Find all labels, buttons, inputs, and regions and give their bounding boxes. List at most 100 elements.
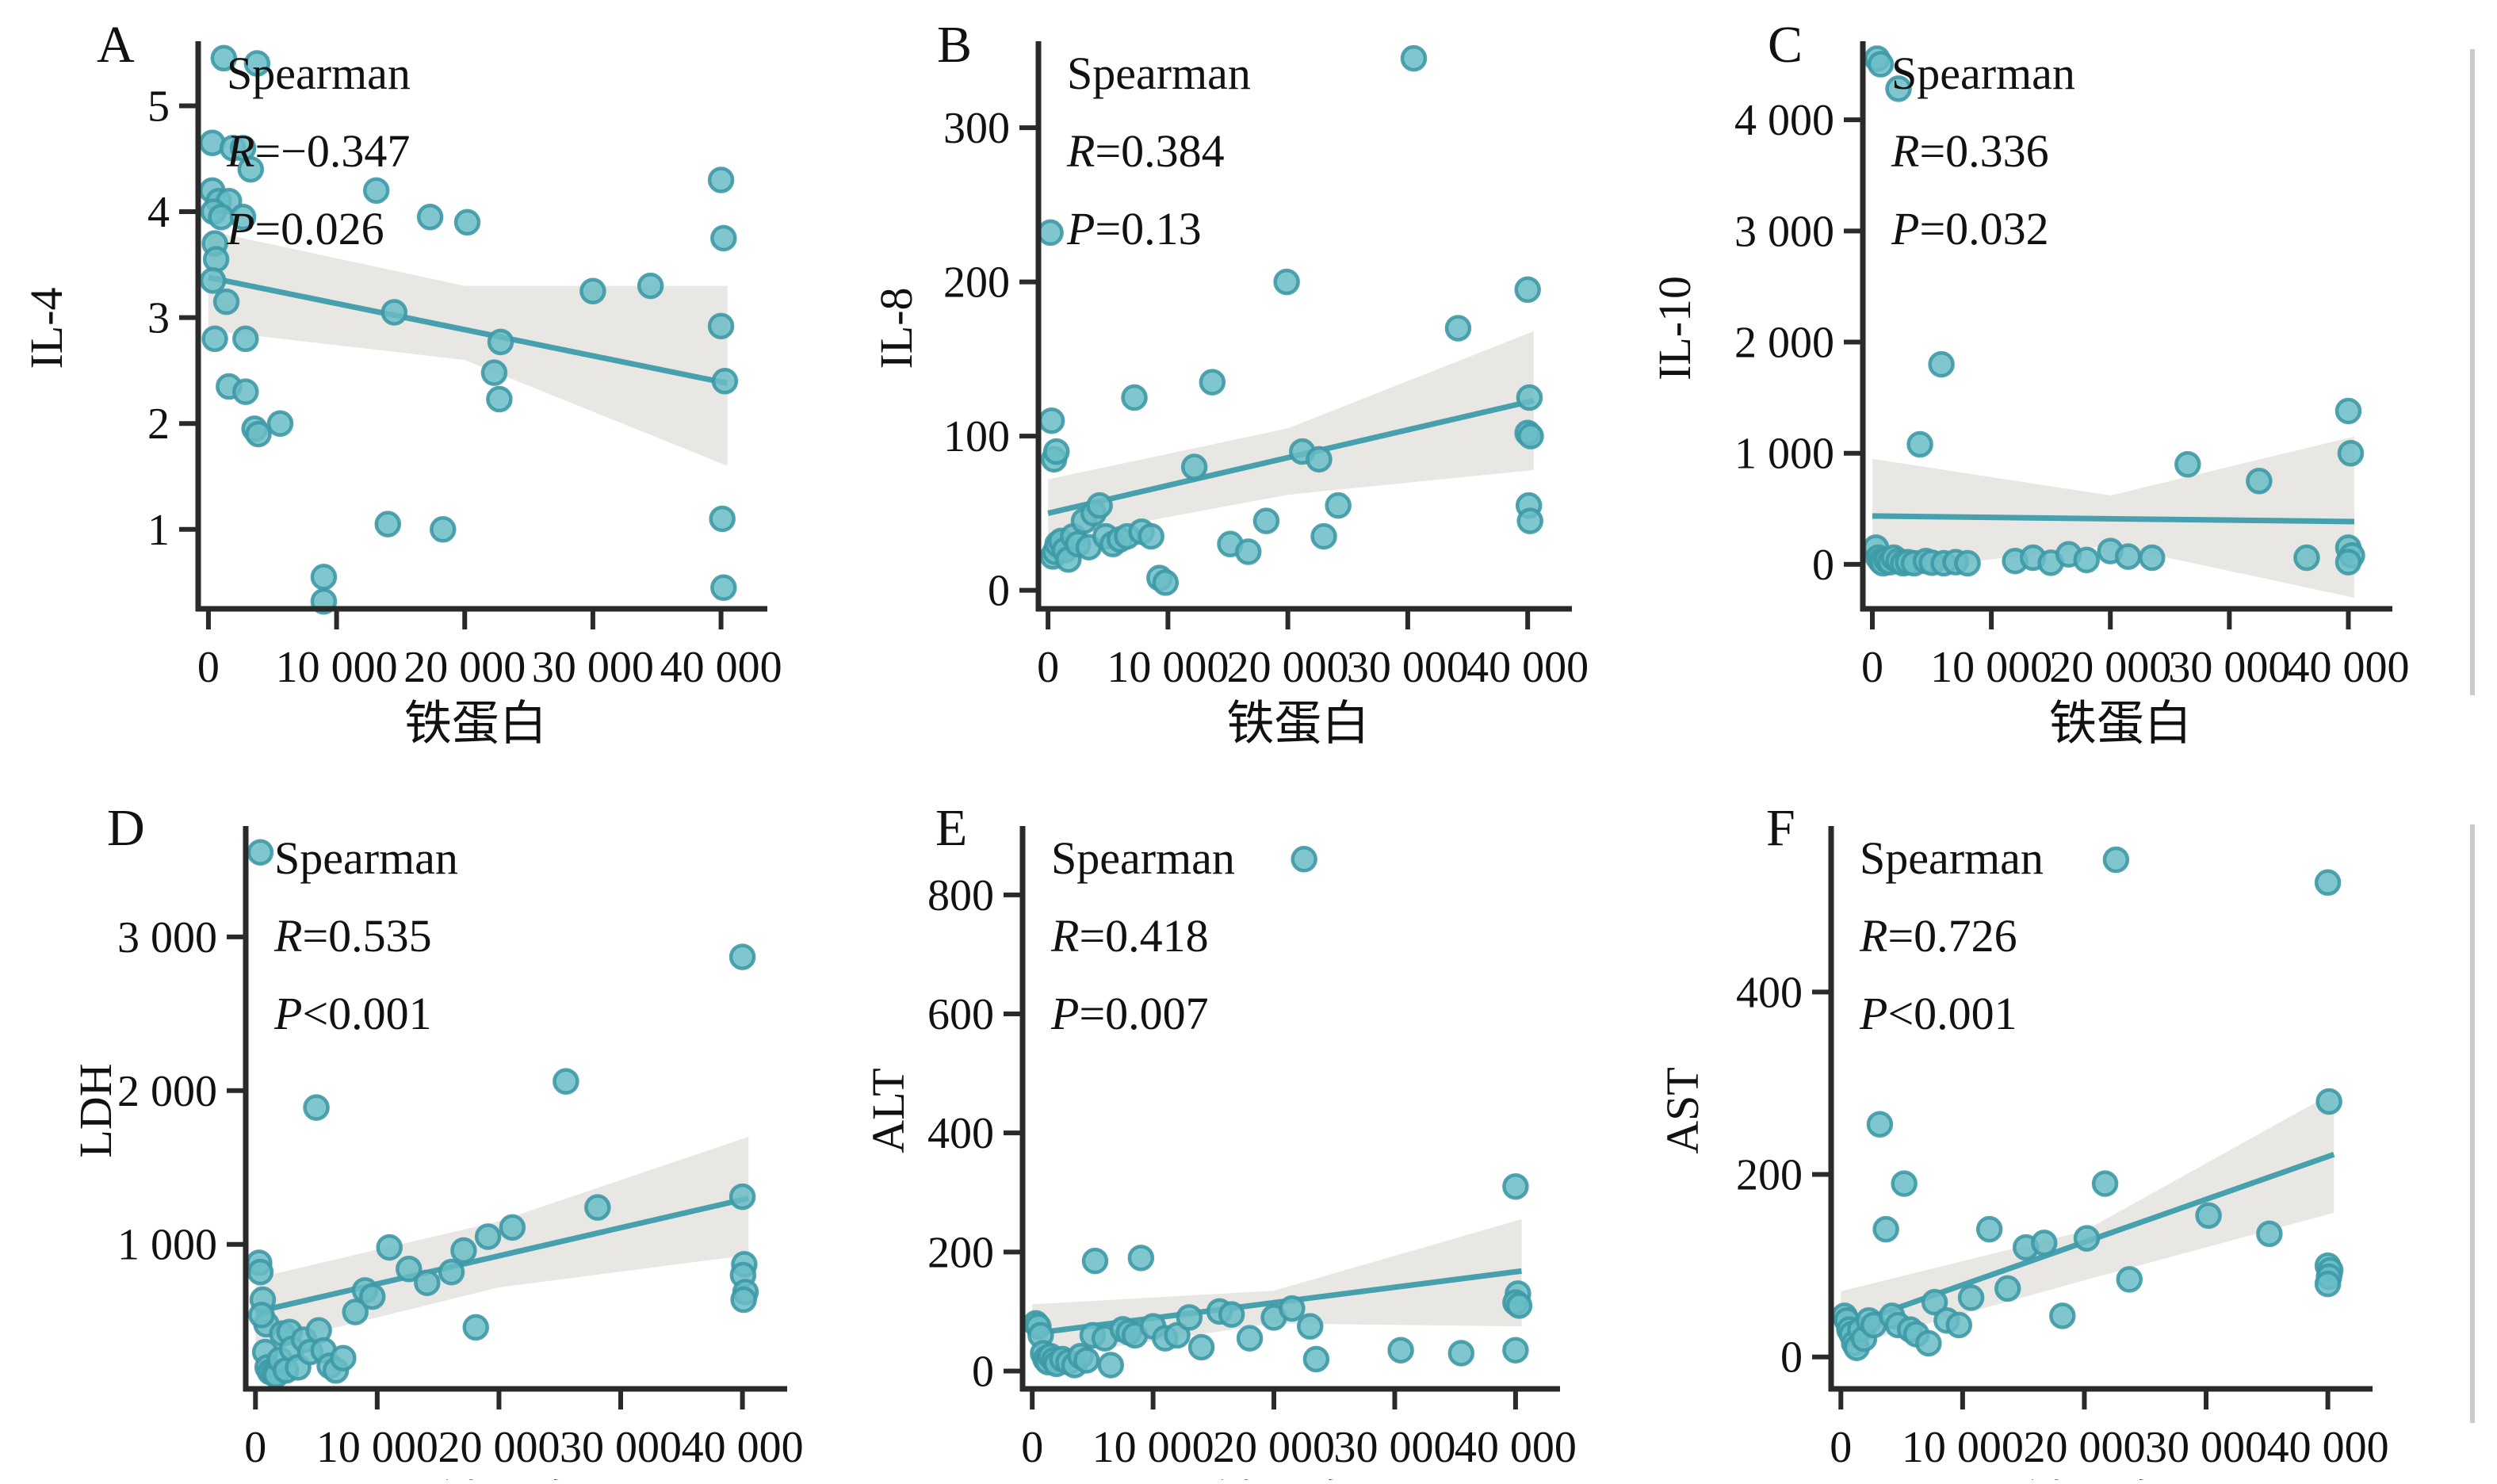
data-point — [212, 288, 240, 316]
data-point — [243, 50, 271, 77]
data-point — [247, 1258, 274, 1286]
y-tick-label: 1 000 — [117, 1221, 217, 1270]
data-point — [245, 420, 272, 448]
data-point — [1310, 522, 1337, 550]
stats-text: Spearman R=0.535 P<0.001 — [273, 832, 458, 1039]
data-point — [374, 511, 402, 537]
data-point — [266, 410, 294, 437]
stats-r-symbol: R — [1066, 125, 1095, 177]
data-point — [2315, 1088, 2342, 1115]
data-point — [2115, 543, 2142, 570]
data-point — [2116, 1266, 2143, 1293]
data-point — [1097, 1352, 1125, 1379]
y-tick-label: 200 — [927, 1228, 994, 1277]
data-point — [1306, 446, 1333, 473]
data-point — [2334, 549, 2362, 576]
x-tick-label: 30 000 — [1347, 643, 1469, 692]
data-point — [1279, 1295, 1306, 1322]
stats-p-value: =0.007 — [1079, 988, 1208, 1039]
stats-method: Spearman — [227, 48, 411, 99]
data-point — [1121, 384, 1148, 411]
data-point — [1325, 491, 1352, 519]
data-point — [1073, 1347, 1100, 1374]
x-tick-label: 30 000 — [2168, 643, 2290, 692]
data-point — [450, 1237, 477, 1264]
data-point — [1517, 423, 1544, 449]
y-tick-label: 0 — [1812, 541, 1834, 590]
y-tick-label: 4 — [147, 188, 170, 237]
stats-method: Spearman — [274, 832, 458, 884]
data-point — [1885, 75, 1912, 102]
page-edge-rule-top — [2470, 49, 2475, 695]
stats-p-value: <0.001 — [302, 988, 431, 1039]
x-tick-label: 30 000 — [532, 643, 654, 692]
y-tick-label: 3 000 — [1734, 207, 1834, 256]
stats-r-symbol: R — [273, 910, 302, 962]
data-point — [376, 1233, 403, 1261]
stats-r-symbol: R — [1050, 910, 1079, 962]
x-tick-label: 10 000 — [1092, 1423, 1214, 1472]
data-point — [2293, 544, 2320, 572]
x-tick-label: 20 000 — [438, 1423, 560, 1472]
data-point — [2091, 1170, 2119, 1197]
stats-p-symbol: P — [1891, 203, 1919, 254]
stats-p-symbol: P — [226, 203, 254, 254]
page-edge-rule-bottom — [2470, 824, 2475, 1423]
data-point — [2334, 397, 2362, 425]
stats-text: Spearman R=0.418 P=0.007 — [1050, 832, 1235, 1039]
x-tick-label: 40 000 — [2267, 1423, 2389, 1472]
x-tick-label: 20 000 — [403, 643, 526, 692]
data-point — [416, 203, 444, 231]
data-point — [1180, 453, 1208, 480]
data-point — [1297, 1313, 1324, 1340]
data-point — [1187, 1333, 1215, 1361]
y-tick-label: 400 — [1736, 968, 1803, 1017]
y-tick-label: 5 — [147, 82, 170, 131]
stats-r-value: =0.535 — [302, 910, 431, 962]
y-axis-title: IL-4 — [21, 287, 72, 369]
stats-p-value: <0.001 — [1887, 988, 2017, 1039]
data-point — [1176, 1304, 1203, 1331]
stats-p-value: =0.13 — [1095, 203, 1201, 254]
y-tick-label: 200 — [1736, 1151, 1803, 1200]
data-point — [210, 44, 238, 72]
data-point — [248, 1302, 275, 1329]
x-tick-label: 40 000 — [660, 643, 782, 692]
data-point — [1164, 1321, 1191, 1349]
y-tick-label: 300 — [943, 104, 1010, 153]
data-point — [199, 267, 227, 294]
data-point — [710, 574, 737, 602]
data-point — [430, 516, 457, 543]
data-point — [438, 1258, 465, 1286]
data-point — [1447, 1340, 1475, 1367]
data-point — [1891, 1170, 1918, 1197]
data-point — [2049, 1302, 2076, 1329]
data-point — [247, 839, 274, 866]
y-axis-title: IL-8 — [870, 287, 922, 369]
data-point — [453, 208, 481, 236]
data-point — [1906, 430, 1933, 458]
data-point — [330, 1344, 357, 1371]
panel-D: 1 000 2 000 3 000 0 10 000 20 000 30 000 40 000… — [70, 799, 804, 1484]
panel-letter: C — [1768, 16, 1803, 74]
data-point — [2174, 450, 2201, 478]
y-tick-label: 800 — [927, 871, 994, 920]
data-point — [310, 564, 338, 591]
data-point — [1502, 1337, 1529, 1364]
data-point — [584, 1194, 611, 1221]
data-point — [1273, 268, 1300, 296]
data-point — [380, 299, 408, 326]
data-point — [201, 325, 228, 353]
y-axis-title: LDH — [70, 1063, 121, 1157]
x-tick-label: 40 000 — [1455, 1423, 1577, 1472]
y-tick-label: 1 — [147, 506, 170, 555]
data-point — [2314, 1270, 2342, 1298]
data-point — [358, 1283, 386, 1310]
data-point — [1138, 522, 1164, 550]
data-point — [1302, 1345, 1330, 1373]
panel-A: 1 2 3 4 5 0 10 000 20 000 30 000 40 000 铁蛋白 IL-4 A Sp… — [21, 16, 782, 750]
panel-letter: F — [1766, 799, 1795, 857]
y-tick-label: 2 000 — [1734, 319, 1834, 368]
x-tick-label: 20 000 — [2023, 1423, 2145, 1472]
